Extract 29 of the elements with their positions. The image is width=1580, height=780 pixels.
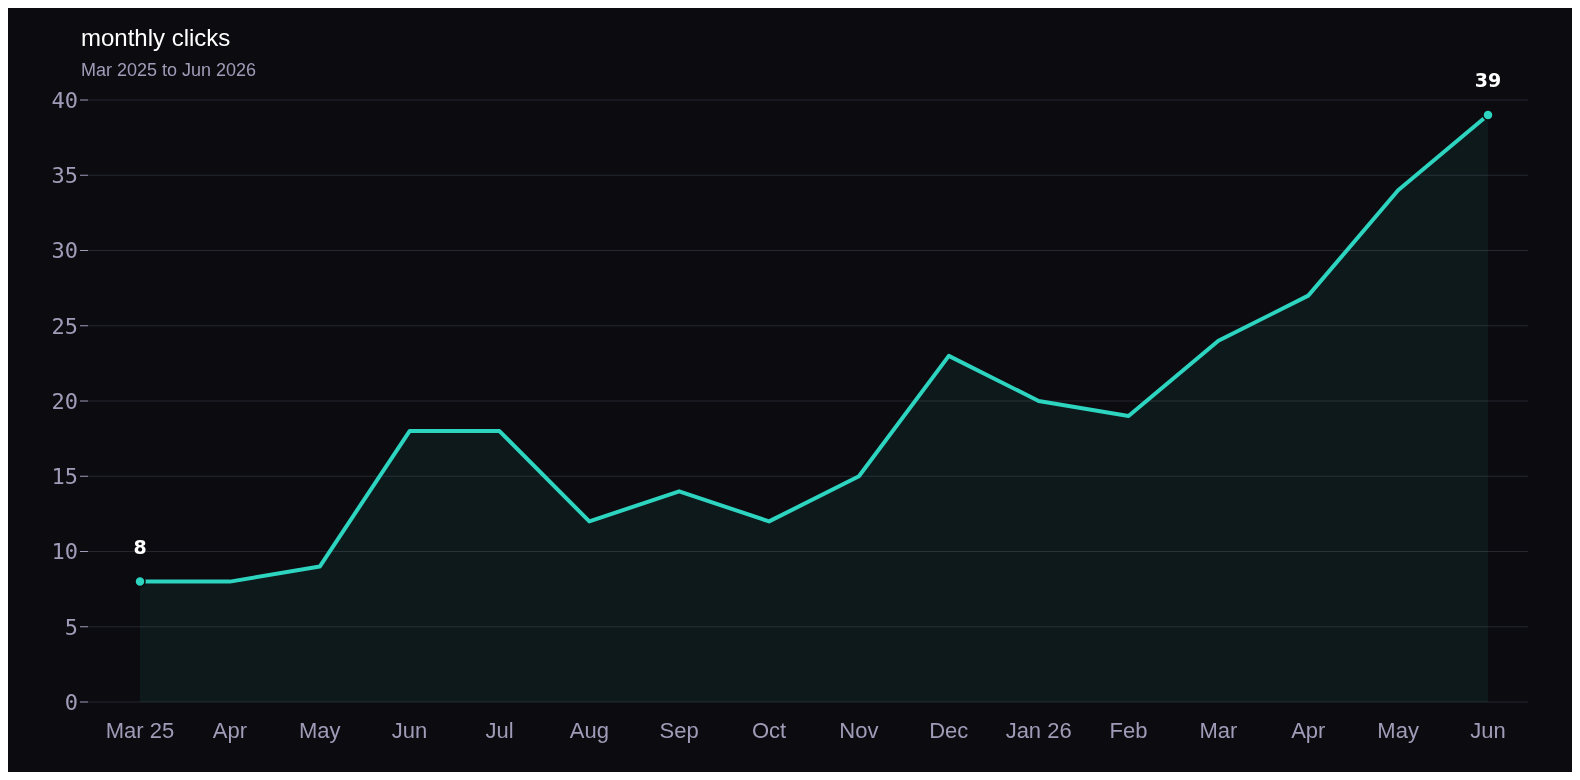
y-tick-label: 5 <box>64 614 78 640</box>
y-tick-label: 15 <box>51 464 78 490</box>
data-label: 8 <box>133 535 147 558</box>
x-tick-label: Apr <box>1291 717 1326 743</box>
x-tick-label: Aug <box>569 717 609 743</box>
y-tick-label: 10 <box>51 539 78 565</box>
x-tick-label: May <box>298 717 341 743</box>
x-tick-label: Jul <box>485 717 514 743</box>
x-tick-label: Apr <box>212 717 247 743</box>
x-tick-label: Jun <box>1470 717 1506 743</box>
y-tick-label: 40 <box>51 87 78 113</box>
x-tick-label: Jun <box>391 717 428 743</box>
x-tick-label: Mar <box>1199 717 1238 743</box>
x-tick-label: Jan 26 <box>1005 717 1072 743</box>
x-tick-label: Dec <box>929 717 969 743</box>
y-tick-label: 20 <box>51 388 78 414</box>
data-label: 39 <box>1474 69 1502 92</box>
x-tick-label: Mar 25 <box>105 717 175 743</box>
x-tick-label: Sep <box>659 717 699 743</box>
chart-title: monthly clicks <box>81 24 231 52</box>
x-tick-label: Nov <box>839 717 879 743</box>
x-tick-label: Feb <box>1109 717 1148 743</box>
y-tick-label: 30 <box>51 238 78 264</box>
chart-subtitle: Mar 2025 to Jun 2026 <box>81 60 257 81</box>
y-tick-label: 35 <box>51 163 78 189</box>
x-tick-label: May <box>1377 717 1419 743</box>
y-tick-label: 25 <box>51 313 78 339</box>
y-tick-label: 0 <box>64 689 78 715</box>
x-tick-label: Oct <box>751 717 787 743</box>
